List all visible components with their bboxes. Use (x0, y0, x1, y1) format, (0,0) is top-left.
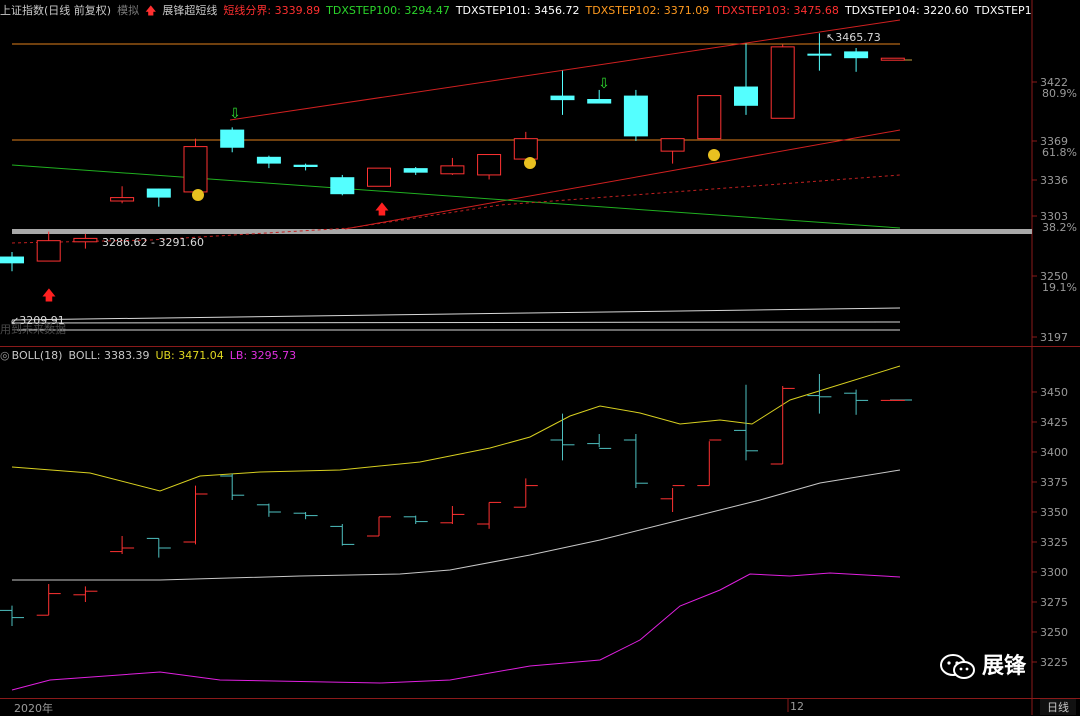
candle-body-23 (844, 51, 869, 59)
indicator-name[interactable]: 展锋超短线 (162, 4, 218, 17)
high-price-label: ↖3465.73 (826, 31, 881, 44)
trend-green (11, 164, 901, 229)
candle-body-3 (110, 197, 135, 202)
candle-body-14 (513, 138, 538, 160)
top-pct-label-3: 38.2% (1042, 221, 1077, 234)
date-label: 2020年 (14, 702, 53, 715)
buy-arrow-icon-0: 🡅 (42, 288, 56, 304)
candle-body-12 (440, 165, 465, 175)
top-price-label-2: 3336 (1040, 174, 1068, 187)
low-price-label: ↙3209.91 (10, 314, 65, 327)
wechat-icon (940, 654, 975, 679)
sell-arrow-icon-1: ⇩ (598, 76, 610, 92)
month-label: 12 (790, 700, 804, 713)
short-line-label: 短线分界: (223, 4, 272, 17)
buy-arrow-icon-1: 🡅 (375, 202, 389, 218)
step-3: TDXSTEP103: 3475.68 (715, 4, 839, 17)
lb-label: LB: (229, 349, 248, 362)
boll-name[interactable]: BOLL(18) (11, 349, 63, 362)
bot-price-label-2: 3400 (1040, 446, 1068, 459)
top-price-label-3: 3303 (1040, 210, 1068, 223)
bot-price-label-4: 3350 (1040, 506, 1068, 519)
boll-label: BOLL: (68, 349, 101, 362)
candle-body-21 (770, 46, 795, 119)
bot-price-label-9: 3225 (1040, 656, 1068, 669)
candle-body-4 (146, 188, 171, 198)
top-pct-label-0: 80.9% (1042, 87, 1077, 100)
top-price-label-5: 3197 (1040, 331, 1068, 344)
dashed-trend (11, 174, 901, 244)
faded-note: 用到未来数据 (0, 323, 66, 336)
candle-body-24 (880, 57, 905, 61)
smiley-icon-0 (192, 189, 204, 201)
step-5: TDXSTEP1 (974, 4, 1032, 17)
bot-price-label-0: 3450 (1040, 386, 1068, 399)
range-label: 3286.62 - 3291.60 (102, 236, 204, 249)
candle-body-8 (293, 164, 318, 167)
candle-body-10 (367, 167, 391, 187)
main-header: 上证指数(日线 前复权) 模拟 🡅 展锋超短线 短线分界: 3339.89 TDXSTEP… (0, 2, 1032, 20)
boll-value: 3383.39 (103, 349, 150, 362)
candle-body-7 (256, 156, 281, 164)
channel-upper (229, 19, 901, 121)
candle-body-1 (36, 240, 61, 262)
top-price-label-0: 3422 (1040, 76, 1068, 89)
smiley-icon-1 (524, 157, 536, 169)
bot-price-label-1: 3425 (1040, 416, 1068, 429)
brand-watermark: 展锋 (938, 648, 1026, 681)
index-name[interactable]: 上证指数(日线 前复权) (0, 4, 112, 17)
candle-body-17 (623, 95, 648, 137)
bot-price-label-7: 3275 (1040, 596, 1068, 609)
boll-mid-line (12, 469, 901, 581)
white-line-2 (11, 321, 901, 324)
top-price-label-4: 3250 (1040, 270, 1068, 283)
candle-body-19 (697, 95, 722, 140)
step-2: TDXSTEP102: 3371.09 (585, 4, 710, 17)
boll-header: ◎ BOLL(18) BOLL: 3383.39 UB: 3471.04 LB: 329… (0, 347, 1032, 365)
candle-body-13 (477, 154, 502, 176)
candle-body-2 (73, 237, 98, 243)
step-values: TDXSTEP100: 3294.47 TDXSTEP101: 3456.72 TD… (326, 4, 1032, 17)
candle-body-11 (403, 168, 428, 173)
top-pct-label-1: 61.8% (1042, 146, 1077, 159)
sell-arrow-icon-0: ⇩ (229, 106, 241, 122)
support-band (12, 229, 1032, 234)
smiley-icon-2 (708, 149, 720, 161)
boll-toggle-icon[interactable]: ◎ (0, 349, 10, 362)
bot-price-label-6: 3300 (1040, 566, 1068, 579)
candle-body-5 (183, 146, 208, 193)
boll-ub-line (11, 365, 901, 492)
top-pct-label-4: 19.1% (1042, 281, 1077, 294)
candle-body-22 (807, 53, 832, 56)
ub-value: 3471.04 (178, 349, 224, 362)
mode-label[interactable]: 模拟 (117, 4, 140, 17)
candle-body-16 (587, 99, 612, 104)
candle-body-15 (550, 95, 575, 101)
boll-lb-line (11, 572, 901, 691)
channel-lower (344, 129, 901, 230)
candle-body-9 (330, 177, 355, 195)
ub-label: UB: (155, 349, 175, 362)
bot-price-label-8: 3250 (1040, 626, 1068, 639)
brand-text: 展锋 (982, 654, 1027, 679)
period-tab[interactable]: 日线 (1040, 699, 1076, 715)
step-4: TDXSTEP104: 3220.60 (844, 4, 969, 17)
candle-body-18 (660, 138, 685, 152)
short-line-value: 3339.89 (274, 4, 321, 17)
bot-price-label-3: 3375 (1040, 476, 1068, 489)
candle-body-6 (220, 129, 245, 148)
up-arrow-icon: 🡅 (145, 4, 157, 17)
candle-body-20 (734, 86, 758, 106)
step-0: TDXSTEP100: 3294.47 (326, 4, 450, 17)
candle-body-0 (0, 256, 24, 264)
lb-value: 3295.73 (250, 349, 297, 362)
white-line-1 (11, 307, 901, 321)
step-1: TDXSTEP101: 3456.72 (455, 4, 580, 17)
top-price-label-1: 3369 (1040, 135, 1068, 148)
bot-price-label-5: 3325 (1040, 536, 1068, 549)
